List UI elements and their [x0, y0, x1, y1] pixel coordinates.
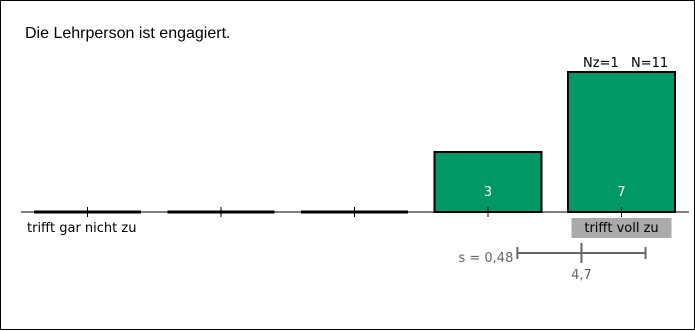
bar-value-label-4: 3: [484, 185, 492, 200]
mean-label: 4,7: [571, 268, 592, 283]
bar-4: [433, 151, 543, 213]
standard-deviation-indicator: s = 0,48 4,7: [458, 243, 647, 283]
sd-label: s = 0,48: [458, 251, 513, 266]
nz-count: Nz=1: [583, 56, 619, 71]
bar-value-label-5: 7: [617, 185, 625, 200]
right-label-highlight: [571, 218, 672, 238]
right-scale-label: trifft voll zu: [584, 221, 658, 236]
question-text: Die Lehrperson ist engagiert.: [25, 25, 231, 42]
bar-5: [567, 71, 676, 213]
n-count: N=11: [631, 56, 668, 71]
left-scale-label: trifft gar nicht zu: [27, 221, 136, 236]
